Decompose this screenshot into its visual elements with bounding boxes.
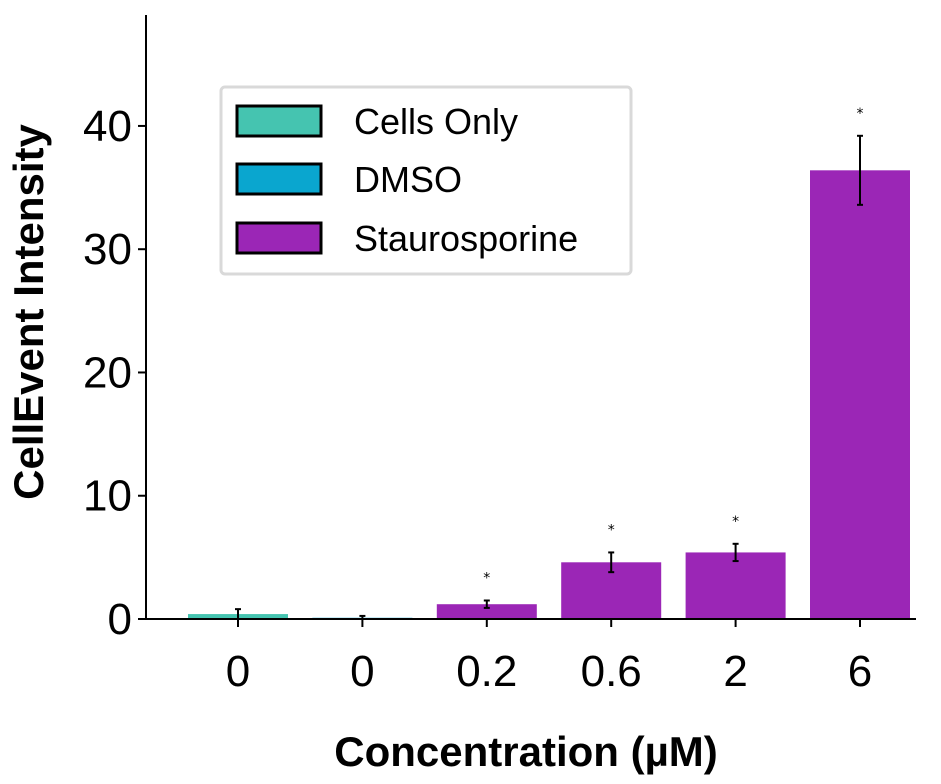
- significance-star-3: *: [608, 522, 615, 538]
- significance-markers: * * * *: [483, 106, 863, 587]
- y-tick-label-0: 0: [108, 595, 132, 644]
- x-axis-title: Concentration (µM): [334, 728, 718, 775]
- x-tick-label-5: 6: [848, 647, 872, 696]
- y-tick-label-20: 20: [83, 348, 132, 397]
- x-tick-label-0: 0: [226, 647, 250, 696]
- y-tick-label-10: 10: [83, 472, 132, 521]
- legend-label-dmso: DMSO: [354, 159, 462, 200]
- legend-box: [219, 85, 633, 276]
- error-bar-2: [483, 599, 490, 609]
- legend: Cells Only DMSO Staurosporine: [219, 85, 633, 276]
- bar-5: [810, 170, 910, 620]
- error-bar-3: [608, 551, 615, 574]
- x-tick-label-2: 0.2: [456, 647, 517, 696]
- x-tick-label-1: 0: [350, 647, 374, 696]
- y-ticks: 0 10 20 30 40: [83, 102, 146, 644]
- x-ticks: 0 0 0.2 0.6 2 6: [226, 619, 872, 696]
- y-axis-title: CellEvent Intensity: [5, 123, 52, 499]
- bar-2: [436, 604, 537, 619]
- significance-star-5: *: [857, 106, 864, 122]
- significance-star-2: *: [483, 571, 490, 587]
- legend-swatch-dmso: [235, 162, 323, 196]
- legend-swatch-cells-only: [235, 104, 323, 138]
- legend-swatch-staurosporine: [235, 221, 323, 255]
- significance-star-4: *: [732, 514, 739, 530]
- error-bar-4: [732, 542, 739, 563]
- bars-group: [188, 170, 910, 620]
- x-tick-label-3: 0.6: [581, 647, 642, 696]
- error-bar-5: [857, 134, 863, 206]
- legend-label-staurosporine: Staurosporine: [354, 218, 578, 259]
- legend-label-cells-only: Cells Only: [354, 101, 518, 142]
- bar-4: [685, 552, 786, 619]
- x-tick-label-4: 2: [723, 647, 747, 696]
- y-tick-label-40: 40: [83, 102, 132, 151]
- y-tick-label-30: 30: [83, 225, 132, 274]
